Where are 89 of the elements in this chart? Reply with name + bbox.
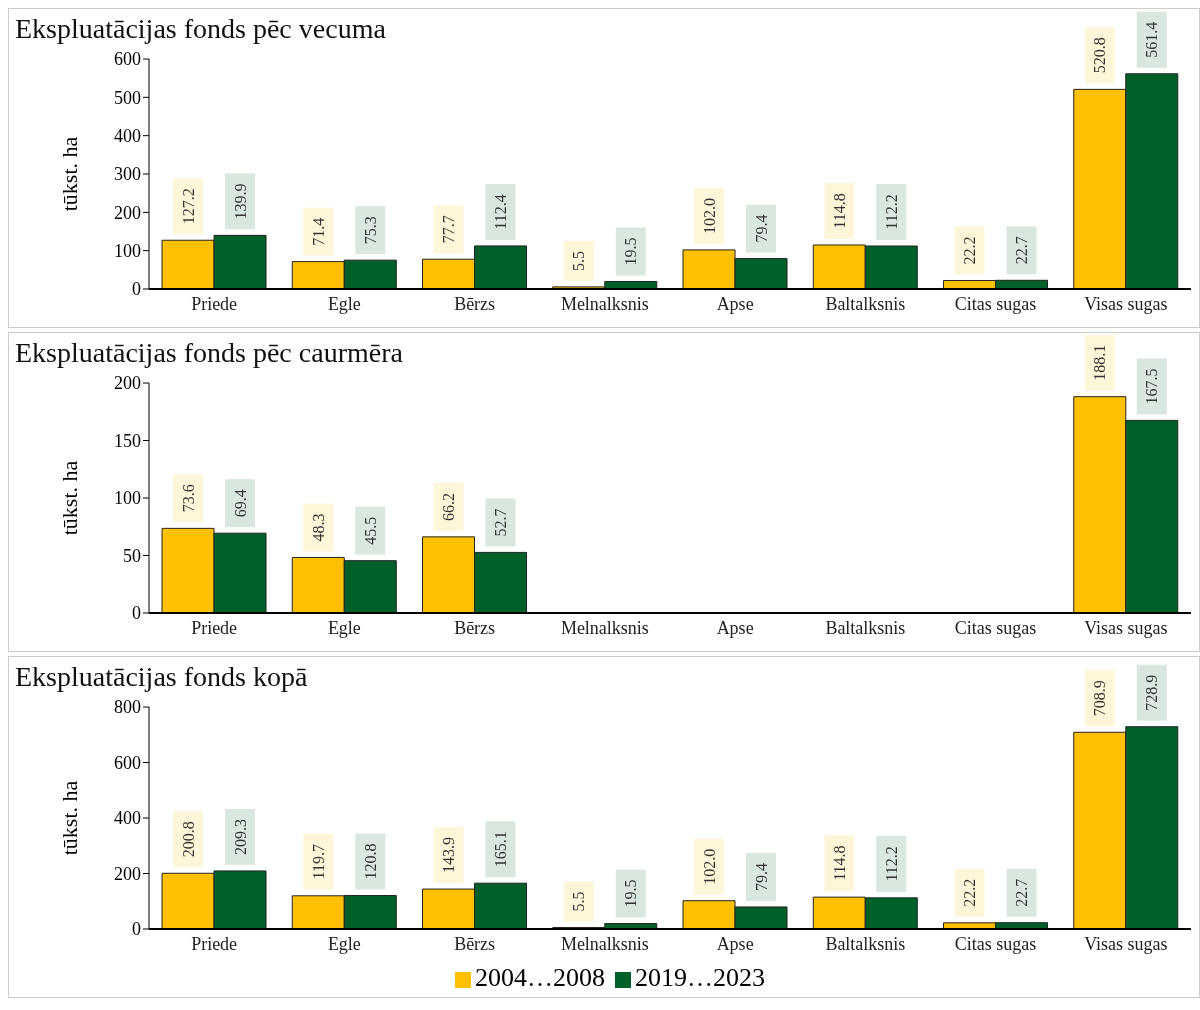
x-tick-label: Egle xyxy=(327,933,361,954)
data-label: 71.4 xyxy=(309,217,327,246)
x-tick-label: Visas sugas xyxy=(1084,933,1168,954)
y-tick-label: 0 xyxy=(132,919,141,940)
data-label: 48.3 xyxy=(309,513,327,542)
data-label: 73.6 xyxy=(179,484,197,513)
y-axis-title: tūkst. ha xyxy=(56,780,82,856)
x-tick-label: Citas sugas xyxy=(954,293,1037,314)
y-axis-title: tūkst. ha xyxy=(56,136,82,212)
data-label: 112.2 xyxy=(882,846,900,882)
x-tick-label: Melnalksnis xyxy=(560,933,649,954)
data-label: 708.9 xyxy=(1091,680,1109,717)
data-label: 165.1 xyxy=(492,831,510,868)
x-tick-label: Baltalksnis xyxy=(825,933,906,954)
data-label: 120.8 xyxy=(361,843,379,880)
data-label: 19.5 xyxy=(622,237,640,266)
y-tick-label: 200 xyxy=(114,202,141,223)
data-label: 119.7 xyxy=(309,844,327,880)
x-tick-label: Baltalksnis xyxy=(825,293,906,314)
legend-label: 2004…2008 xyxy=(475,963,605,992)
data-label: 127.2 xyxy=(179,188,197,225)
x-tick-label: Priede xyxy=(191,293,238,314)
data-label: 22.7 xyxy=(1013,878,1031,907)
x-tick-label: Priede xyxy=(191,617,238,638)
x-tick-label: Apse xyxy=(716,933,754,954)
data-label: 75.3 xyxy=(361,216,379,245)
x-tick-label: Apse xyxy=(716,617,754,638)
data-label: 114.8 xyxy=(830,193,848,229)
data-label: 728.9 xyxy=(1143,674,1161,711)
x-tick-label: Visas sugas xyxy=(1084,617,1168,638)
y-tick-label: 800 xyxy=(114,697,141,718)
y-tick-label: 500 xyxy=(114,87,141,108)
data-label: 22.2 xyxy=(961,878,979,907)
x-tick-label: Baltalksnis xyxy=(825,617,906,638)
y-tick-label: 600 xyxy=(114,49,141,70)
y-tick-label: 400 xyxy=(114,126,141,147)
data-label: 112.2 xyxy=(882,194,900,230)
chart-title: Ekspluatācijas fonds pēc caurmēra xyxy=(15,337,403,369)
data-label: 22.2 xyxy=(961,236,979,265)
y-tick-label: 100 xyxy=(114,241,141,262)
data-label: 45.5 xyxy=(361,516,379,545)
data-label: 66.2 xyxy=(440,492,458,521)
data-label: 79.4 xyxy=(752,862,770,891)
data-label: 79.4 xyxy=(752,214,770,243)
x-tick-label: Apse xyxy=(716,293,754,314)
data-label: 5.5 xyxy=(570,250,588,271)
x-tick-label: Bērzs xyxy=(454,933,496,954)
x-tick-label: Priede xyxy=(191,933,238,954)
data-label: 114.8 xyxy=(830,845,848,881)
y-tick-label: 600 xyxy=(114,752,141,773)
y-axis-title: tūkst. ha xyxy=(56,460,82,536)
x-tick-label: Bērzs xyxy=(454,293,496,314)
data-label: 52.7 xyxy=(492,508,510,537)
x-tick-label: Egle xyxy=(327,617,361,638)
legend-label: 2019…2023 xyxy=(635,963,765,992)
data-label: 167.5 xyxy=(1143,368,1161,405)
data-label: 143.9 xyxy=(440,837,458,874)
data-label: 561.4 xyxy=(1143,21,1161,58)
y-tick-label: 150 xyxy=(114,430,141,451)
chart-title: Ekspluatācijas fonds pēc vecuma xyxy=(15,13,386,45)
data-label: 5.5 xyxy=(570,891,588,912)
x-tick-label: Egle xyxy=(327,293,361,314)
x-tick-label: Citas sugas xyxy=(954,933,1037,954)
data-label: 112.4 xyxy=(492,194,510,230)
data-label: 200.8 xyxy=(179,821,197,858)
data-label: 102.0 xyxy=(700,197,718,234)
y-tick-label: 0 xyxy=(132,603,141,624)
y-tick-label: 200 xyxy=(114,863,141,884)
data-label: 520.8 xyxy=(1091,37,1109,74)
x-tick-label: Citas sugas xyxy=(954,617,1037,638)
y-tick-label: 0 xyxy=(132,279,141,300)
y-tick-label: 100 xyxy=(114,488,141,509)
x-tick-label: Melnalksnis xyxy=(560,617,649,638)
x-tick-label: Bērzs xyxy=(454,617,496,638)
x-tick-label: Melnalksnis xyxy=(560,293,649,314)
data-label: 22.7 xyxy=(1013,236,1031,265)
data-label: 102.0 xyxy=(700,848,718,885)
data-label: 209.3 xyxy=(231,818,249,855)
data-label: 139.9 xyxy=(231,183,249,220)
data-label: 188.1 xyxy=(1091,344,1109,381)
data-label: 77.7 xyxy=(440,215,458,244)
data-label: 69.4 xyxy=(231,489,249,518)
x-tick-label: Visas sugas xyxy=(1084,293,1168,314)
y-tick-label: 300 xyxy=(114,164,141,185)
y-tick-label: 200 xyxy=(114,373,141,394)
chart-title: Ekspluatācijas fonds kopā xyxy=(15,661,308,693)
y-tick-label: 50 xyxy=(123,545,141,566)
y-tick-label: 400 xyxy=(114,808,141,829)
data-label: 19.5 xyxy=(622,879,640,908)
